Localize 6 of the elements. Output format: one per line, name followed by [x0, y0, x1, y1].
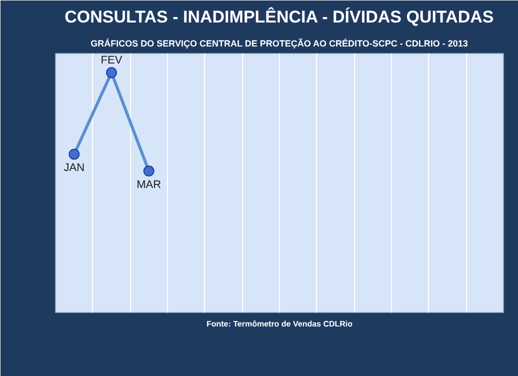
x-tick-label: MAR	[136, 179, 162, 192]
chart-title: CONSULTAS - INADIMPLÊNCIA - DÍVIDAS QUITADAS	[64, 6, 494, 26]
x-tick-label: JAN	[64, 162, 85, 174]
chart-subtitle: GRÁFICOS DO SERVIÇO CENTRAL DE PROTEÇÃO AO CRÉDITO-SCPC - CDLRIO - 2013	[90, 38, 468, 48]
x-tick-label: FEV	[100, 54, 123, 67]
source-note: Fonte: Termômetro de Vendas CDLRio	[206, 320, 353, 328]
